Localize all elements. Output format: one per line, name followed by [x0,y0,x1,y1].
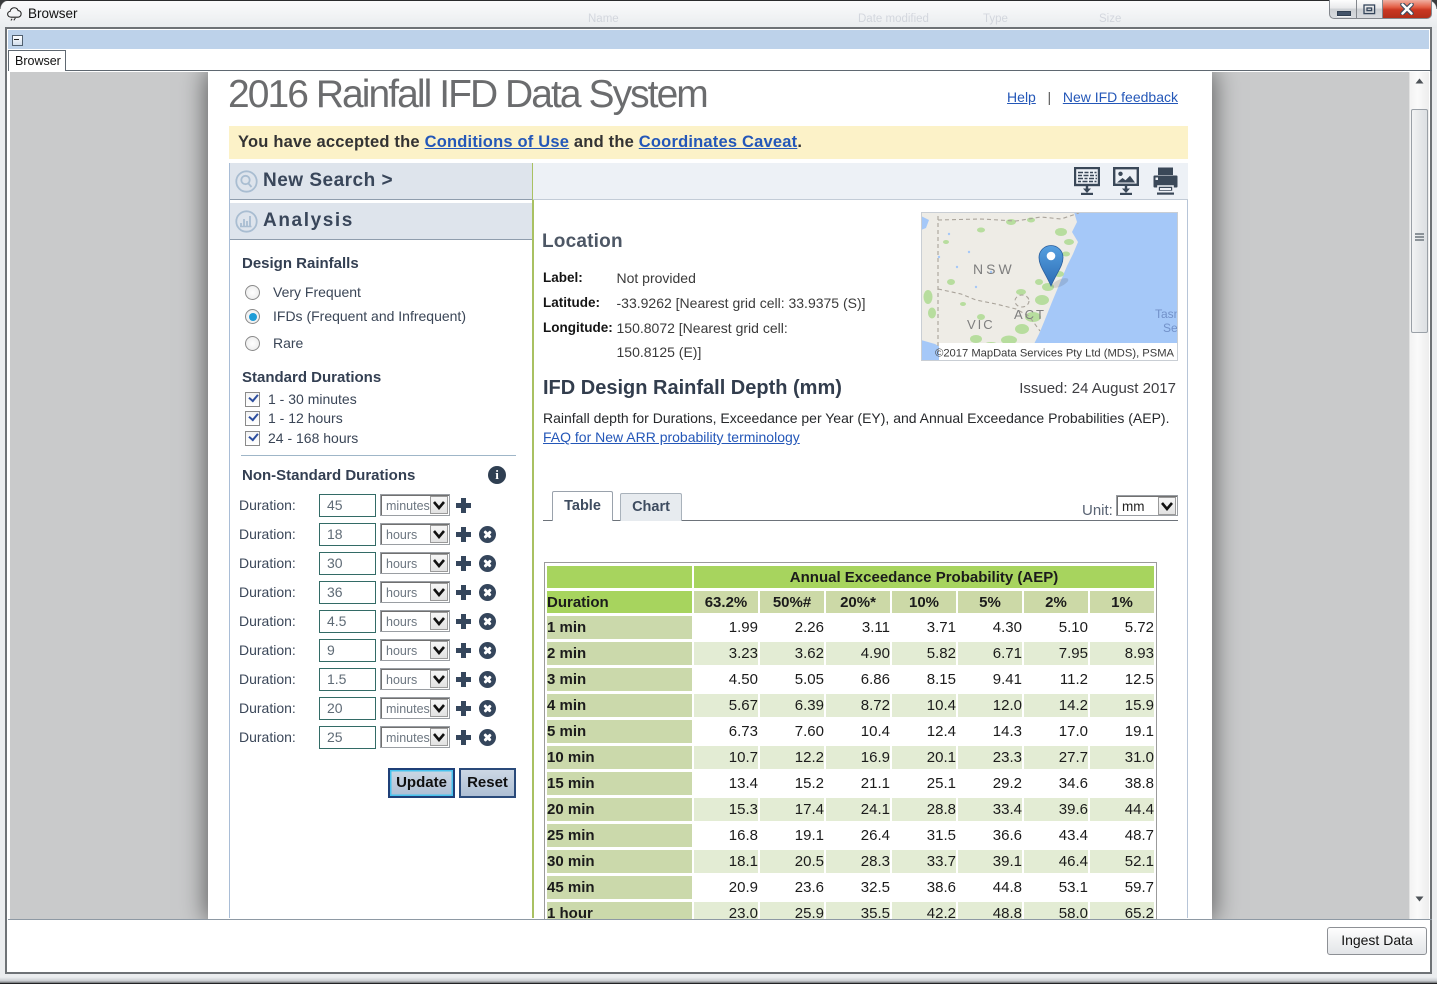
svg-text:ACT: ACT [1014,307,1046,322]
svg-text:©2017 MapData Services Pty Ltd: ©2017 MapData Services Pty Ltd (MDS), PS… [935,348,1174,360]
svg-text:Tasm: Tasm [1155,307,1178,321]
svg-text:Se: Se [1163,321,1178,335]
svg-text:VIC: VIC [967,317,995,332]
svg-text:NSW: NSW [973,261,1015,277]
